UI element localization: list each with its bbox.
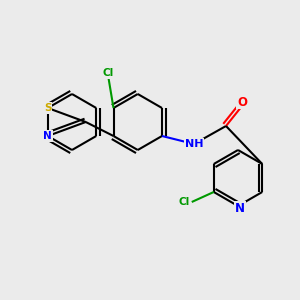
Text: S: S (44, 103, 52, 113)
Text: N: N (235, 202, 245, 214)
Text: Cl: Cl (103, 68, 114, 78)
Text: O: O (237, 95, 247, 109)
Text: N: N (44, 131, 52, 141)
Text: NH: NH (185, 139, 203, 149)
Text: Cl: Cl (178, 197, 189, 207)
